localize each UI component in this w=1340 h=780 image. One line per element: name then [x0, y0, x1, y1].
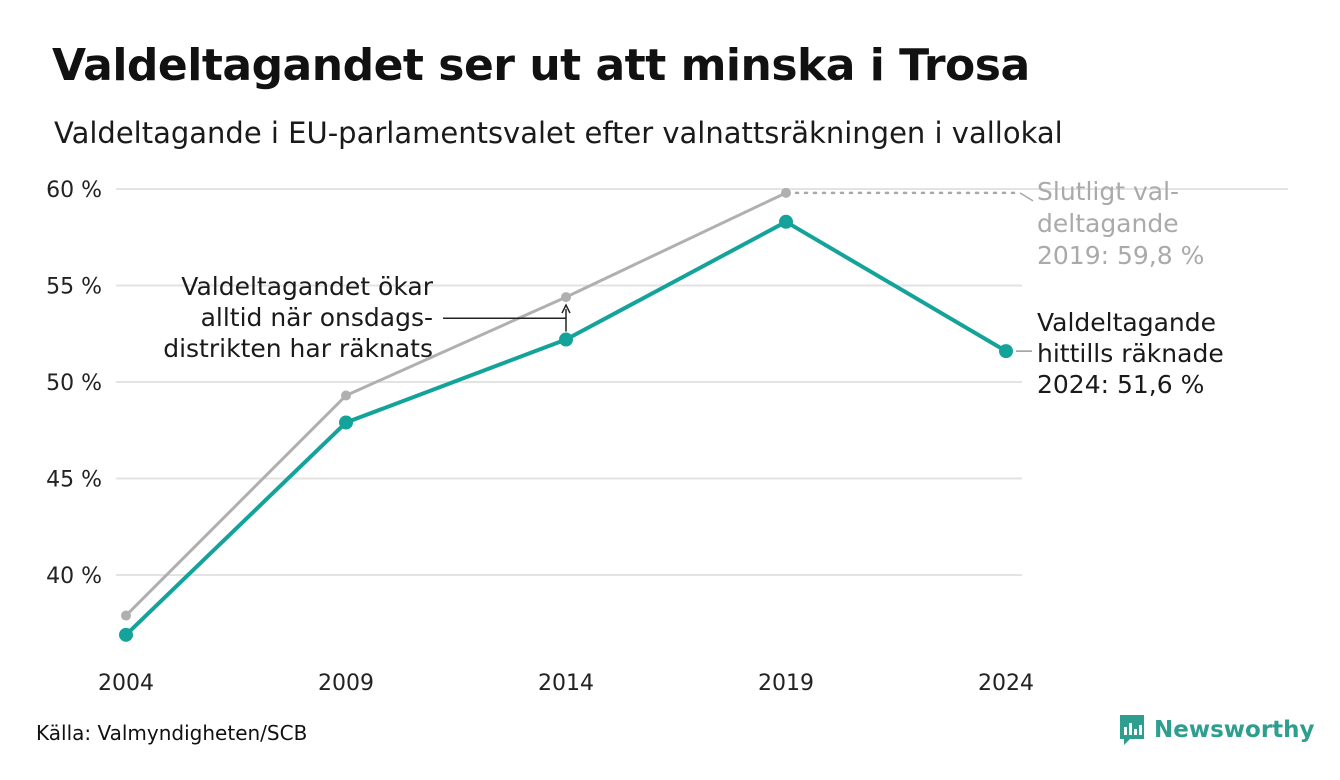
data-point-current: [119, 627, 133, 642]
data-point-final: [781, 187, 791, 198]
data-point-current: [559, 332, 573, 347]
chart-title: Valdeltagandet ser ut att minska i Trosa: [52, 40, 1030, 91]
x-tick-label: 2014: [538, 671, 594, 696]
y-tick-label: 60 %: [46, 178, 102, 203]
data-point-final: [121, 610, 131, 621]
y-tick-label: 55 %: [46, 275, 102, 300]
brand-logo: Newsworthy: [1118, 713, 1315, 747]
final-label-line: Slutligt val-: [1037, 177, 1179, 206]
x-tick-label: 2024: [978, 671, 1034, 696]
final-label-line: deltagande: [1037, 209, 1179, 238]
x-tick-label: 2009: [318, 671, 374, 696]
x-tick-label: 2004: [98, 671, 154, 696]
brand-name: Newsworthy: [1154, 717, 1315, 743]
series-line-final: [124, 191, 787, 617]
current-label-line: Valdeltagande: [1037, 308, 1216, 337]
source-note: Källa: Valmyndigheten/SCB: [36, 721, 308, 745]
final-label-line: 2019: 59,8 %: [1037, 241, 1204, 270]
note-arrow-head: [561, 303, 571, 314]
y-tick-label: 50 %: [46, 371, 102, 396]
data-point-current: [999, 344, 1013, 359]
current-label-line: 2024: 51,6 %: [1037, 370, 1204, 399]
data-point-final: [341, 390, 351, 401]
data-point-final: [561, 292, 571, 303]
note-text-line: Valdeltagandet ökar: [181, 272, 433, 301]
current-label-line: hittills räknade: [1037, 339, 1224, 368]
data-point-current: [339, 415, 353, 430]
y-tick-label: 40 %: [46, 564, 102, 589]
note-text-line: distrikten har räknats: [163, 334, 433, 363]
data-point-current: [779, 214, 793, 229]
chart-subtitle: Valdeltagande i EU-parlamentsvalet efter…: [54, 116, 1063, 150]
final-leader-tick: [1019, 192, 1034, 202]
y-tick-label: 45 %: [46, 468, 102, 493]
newsworthy-logo-icon: [1120, 715, 1144, 745]
x-tick-label: 2019: [758, 671, 814, 696]
note-text-line: alltid när onsdags-: [201, 303, 433, 332]
